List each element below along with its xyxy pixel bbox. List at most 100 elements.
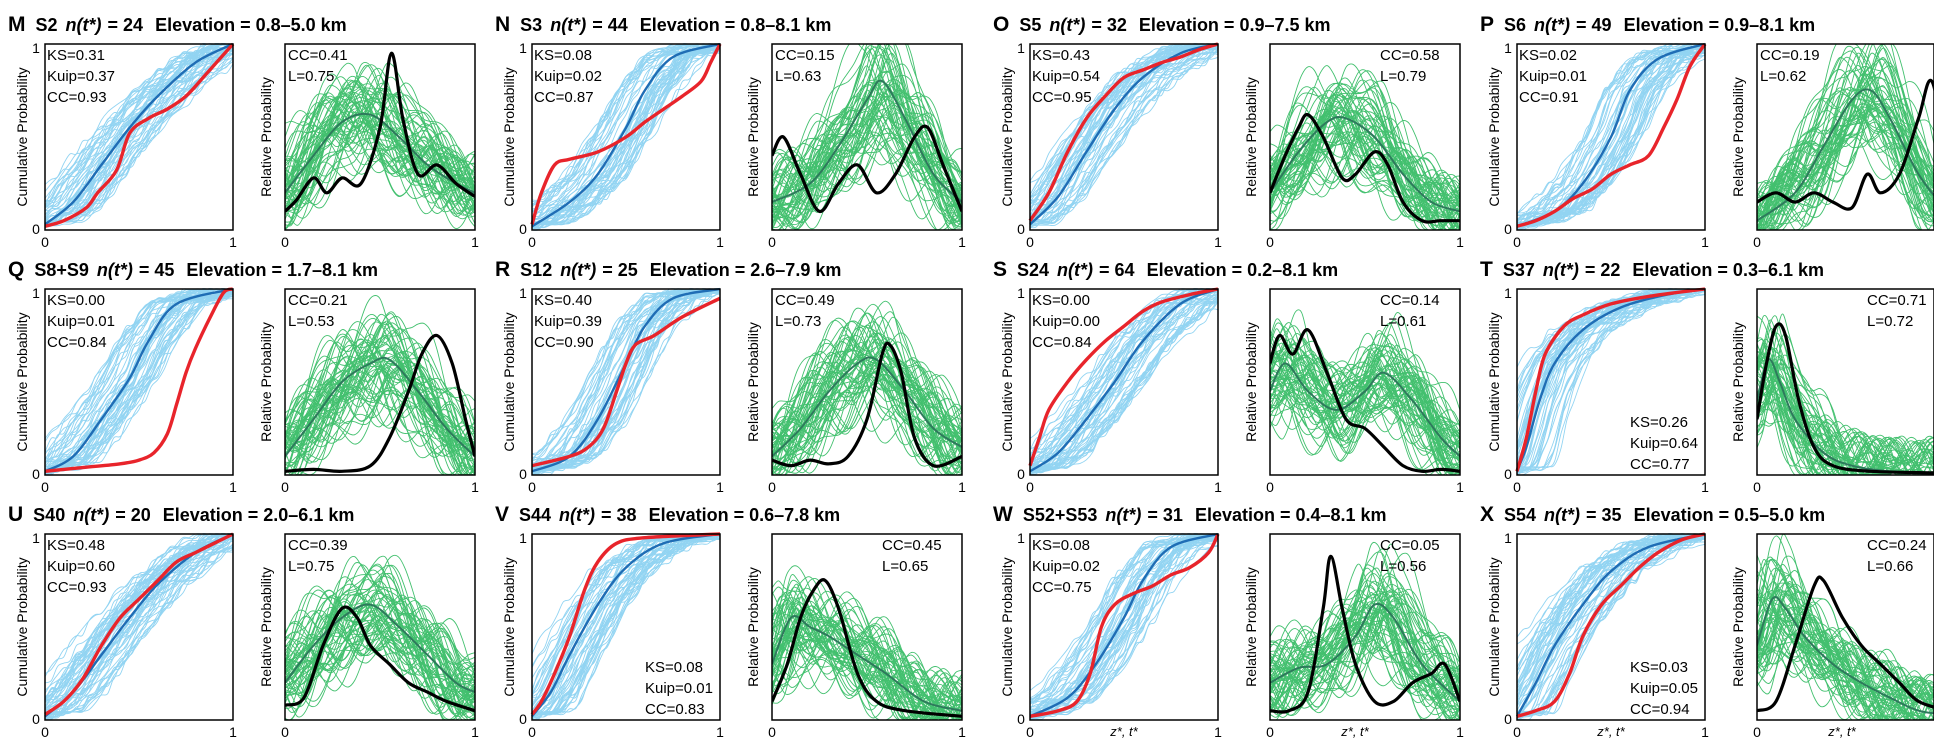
cdf-xtick-left: 0 — [41, 724, 49, 740]
pdf-xtick-right: 1 — [1456, 479, 1464, 495]
cdf-ylabel: Cumulative Probability — [14, 557, 30, 696]
cdf-xlabel: z*, t* — [1109, 724, 1138, 739]
panel-letter: V — [495, 503, 509, 526]
cc-pdf-stat: CC=0.15 — [775, 47, 835, 64]
cdf-xtick-left: 0 — [1026, 724, 1034, 740]
panel-elevation: Elevation = 0.6–7.8 km — [649, 505, 841, 525]
panel-n-label: n(t*) — [1543, 260, 1579, 280]
cdf-xtick-right: 1 — [1701, 479, 1709, 495]
cdf-ylabel: Cumulative Probability — [501, 557, 517, 696]
cdf-ylabel: Cumulative Probability — [1486, 67, 1502, 206]
cdf-ytick-top: 1 — [1017, 285, 1025, 301]
cdf-ylabel: Cumulative Probability — [999, 557, 1015, 696]
cdf-ytick-bottom: 0 — [1504, 711, 1512, 727]
cc-cdf-stat: CC=0.93 — [47, 579, 107, 596]
panel-n-value: = 24 — [108, 15, 144, 35]
l-stat: L=0.73 — [775, 313, 821, 330]
synthetic-pdf-line — [1757, 614, 1934, 720]
synthetic-pdf-ensemble — [285, 555, 475, 721]
ks-stat: KS=0.08 — [1032, 537, 1090, 554]
synthetic-pdf-ensemble — [1270, 64, 1460, 231]
panel-elevation: Elevation = 0.3–6.1 km — [1632, 260, 1824, 280]
l-stat: L=0.75 — [288, 558, 334, 575]
cdf-xtick-right: 1 — [716, 234, 724, 250]
pdf-xtick-left: 0 — [1753, 234, 1761, 250]
pdf-xtick-left: 0 — [768, 479, 776, 495]
pdf-plot-area — [1270, 542, 1460, 721]
cc-pdf-stat: CC=0.58 — [1380, 47, 1440, 64]
synthetic-pdf-ensemble — [1270, 310, 1460, 476]
panel-letter: P — [1480, 13, 1494, 36]
panel-letter: O — [993, 13, 1009, 36]
l-stat: L=0.62 — [1760, 68, 1806, 85]
cc-cdf-stat: CC=0.91 — [1519, 89, 1579, 106]
panel-letter: Q — [8, 258, 24, 281]
l-stat: L=0.75 — [288, 68, 334, 85]
panel-n-label: n(t*) — [1057, 260, 1093, 280]
pdf-ylabel: Relative Probability — [1730, 77, 1746, 197]
ks-stat: KS=0.43 — [1032, 47, 1090, 64]
cdf-ylabel: Cumulative Probability — [501, 67, 517, 206]
panel-elevation: Elevation = 0.9–7.5 km — [1139, 15, 1331, 35]
cdf-xtick-right: 1 — [1214, 234, 1222, 250]
pdf-ylabel: Relative Probability — [258, 567, 274, 687]
panel-n-value: = 31 — [1147, 505, 1183, 525]
cdf-xtick-left: 0 — [41, 479, 49, 495]
cdf-xtick-left: 0 — [41, 234, 49, 250]
pdf-xtick-right: 1 — [471, 479, 479, 495]
panel-n-label: n(t*) — [1534, 15, 1570, 35]
panel-elevation: Elevation = 0.2–8.1 km — [1147, 260, 1339, 280]
ks-stat: KS=0.03 — [1630, 659, 1688, 676]
pdf-xtick-left: 0 — [1266, 234, 1274, 250]
ks-stat: KS=0.48 — [47, 537, 105, 554]
panel-letter: W — [993, 503, 1013, 526]
pdf-xtick-right: 1 — [958, 234, 966, 250]
l-stat: L=0.63 — [775, 68, 821, 85]
pdf-xtick-right: 1 — [471, 724, 479, 740]
panel-title: Q S8+S9 n(t*) = 45 Elevation = 1.7–8.1 km — [8, 258, 378, 281]
pdf-xtick-left: 0 — [1266, 479, 1274, 495]
cdf-xtick-left: 0 — [528, 234, 536, 250]
pdf-xtick-left: 0 — [768, 234, 776, 250]
panel-elevation: Elevation = 0.4–8.1 km — [1195, 505, 1387, 525]
l-stat: L=0.72 — [1867, 313, 1913, 330]
pdf-ylabel: Relative Probability — [745, 567, 761, 687]
ks-stat: KS=0.40 — [534, 292, 592, 309]
cdf-xtick-left: 0 — [1513, 479, 1521, 495]
l-stat: L=0.61 — [1380, 313, 1426, 330]
cdf-ytick-top: 1 — [32, 285, 40, 301]
panel-letter: X — [1480, 503, 1494, 526]
panel-station: S2 — [36, 15, 58, 35]
l-stat: L=0.66 — [1867, 558, 1913, 575]
cdf-ylabel: Cumulative Probability — [501, 312, 517, 451]
cc-pdf-stat: CC=0.05 — [1380, 537, 1440, 554]
cdf-ytick-top: 1 — [1504, 40, 1512, 56]
cdf-xtick-left: 0 — [1513, 234, 1521, 250]
pdf-xtick-right: 1 — [471, 234, 479, 250]
panel-n-value: = 49 — [1576, 15, 1612, 35]
panel-title: P S6 n(t*) = 49 Elevation = 0.9–8.1 km — [1480, 13, 1815, 36]
panel-station: S3 — [520, 15, 542, 35]
kuip-stat: Kuip=0.02 — [1032, 558, 1100, 575]
panel-letter: N — [495, 13, 510, 36]
cc-cdf-stat: CC=0.87 — [534, 89, 594, 106]
pdf-xtick-right: 1 — [958, 724, 966, 740]
cdf-xtick-right: 1 — [1214, 479, 1222, 495]
panel-n-label: n(t*) — [97, 260, 133, 280]
l-stat: L=0.53 — [288, 313, 334, 330]
panel-letter: S — [993, 258, 1007, 281]
panel-n-value: = 38 — [601, 505, 637, 525]
pdf-xtick-left: 0 — [1753, 479, 1761, 495]
